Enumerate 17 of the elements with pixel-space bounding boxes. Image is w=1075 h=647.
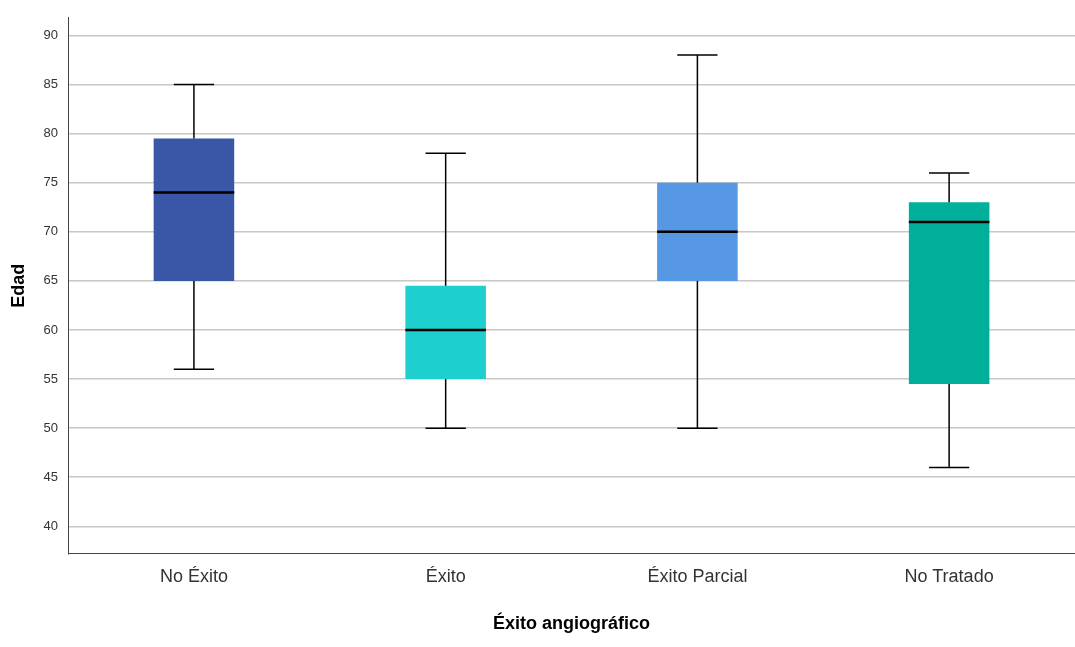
y-tick-label: 70 <box>43 223 59 239</box>
y-tick-label: 65 <box>43 272 59 288</box>
x-axis-title: Éxito angiográfico <box>493 612 651 634</box>
y-tick-label: 40 <box>43 517 59 533</box>
y-tick-label: 80 <box>43 125 59 141</box>
x-tick-label: Éxito Parcial <box>647 565 748 586</box>
x-tick-label: Éxito <box>425 565 466 586</box>
y-tick-label: 85 <box>43 76 59 92</box>
x-tick-label: No Éxito <box>159 565 228 586</box>
y-axis-title: Edad <box>7 263 28 308</box>
y-tick-label: 50 <box>43 419 59 435</box>
y-tick-label: 75 <box>43 174 59 190</box>
y-tick-label: 45 <box>43 468 59 484</box>
x-tick-label: No Tratado <box>904 565 994 586</box>
y-tick-label: 90 <box>43 27 59 43</box>
y-tick-label: 60 <box>43 321 59 337</box>
y-tick-label: 55 <box>43 370 59 386</box>
